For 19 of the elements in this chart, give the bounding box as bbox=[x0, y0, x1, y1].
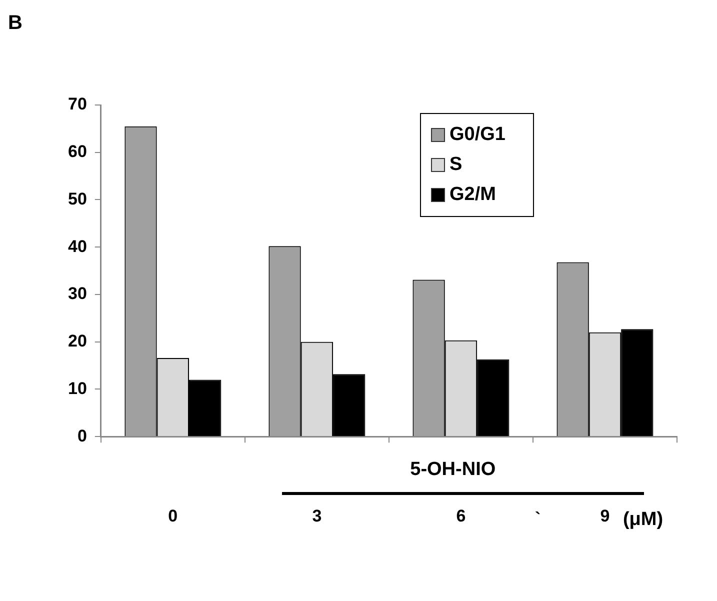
y-tick-label: 40 bbox=[68, 236, 87, 256]
x-tick-label: 0 bbox=[168, 506, 178, 526]
legend-label: S bbox=[450, 153, 462, 177]
text: 5-OH-NIO bbox=[410, 458, 496, 481]
y-tick-label: 50 bbox=[68, 189, 87, 208]
y-tick-label: 30 bbox=[68, 284, 87, 304]
x-axis-title: (μM) bbox=[622, 508, 664, 531]
text: B bbox=[8, 12, 22, 35]
legend-label: G0/G1 bbox=[450, 123, 506, 147]
x-tick-label: 6 bbox=[456, 506, 466, 526]
x-tick-label: 3 bbox=[312, 506, 322, 526]
y-tick-label: 10 bbox=[68, 378, 87, 398]
legend-label: G2/M bbox=[450, 183, 496, 207]
text: ` bbox=[534, 508, 541, 529]
y-tick-label: 0 bbox=[77, 426, 87, 446]
x-tick-label: 9 bbox=[600, 506, 610, 526]
y-tick-label: 20 bbox=[68, 332, 87, 351]
y-tick-label: 70 bbox=[68, 94, 87, 114]
y-tick-label: 60 bbox=[68, 142, 87, 162]
